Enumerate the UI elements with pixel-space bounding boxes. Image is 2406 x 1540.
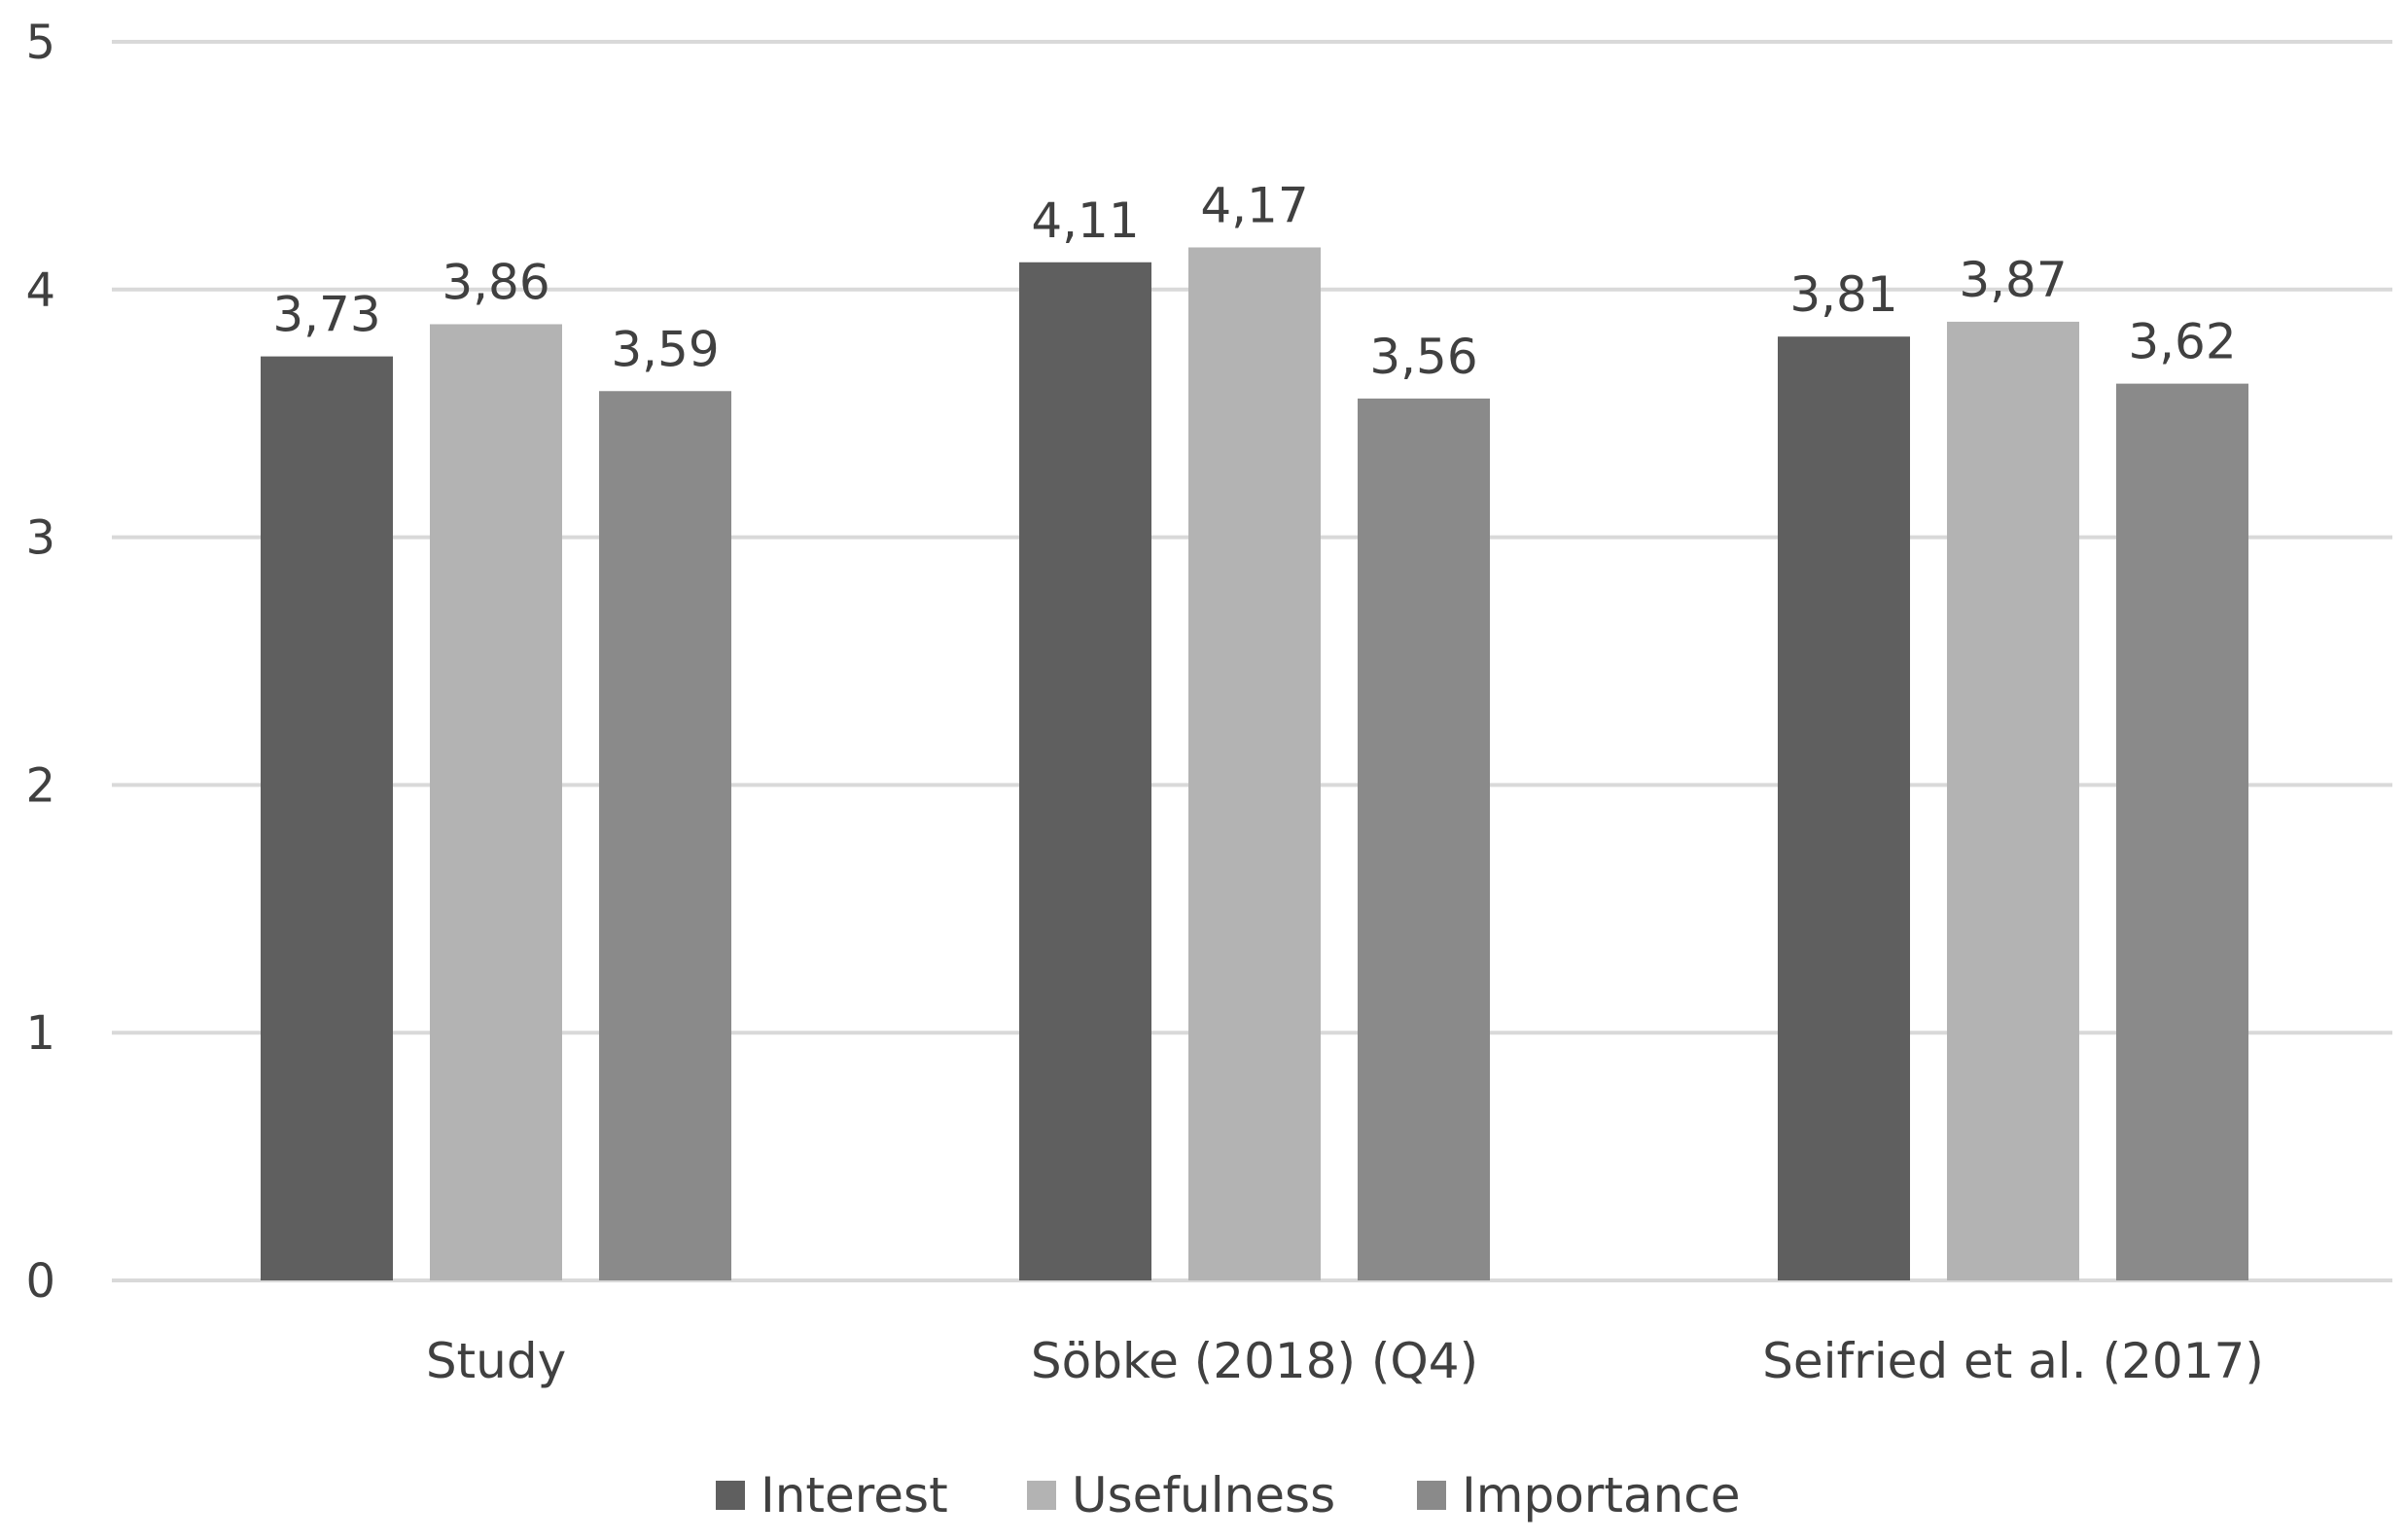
- legend-swatch-usefulness: [1027, 1481, 1056, 1510]
- y-tick-label: 5: [25, 16, 55, 70]
- data-label: 3,81: [1789, 266, 1897, 323]
- y-tick-label: 1: [25, 1006, 55, 1061]
- legend-label-usefulness: Usefulness: [1072, 1467, 1335, 1523]
- y-axis-tick-labels: 0 1 2 3 4 5: [25, 16, 55, 1309]
- bar-interest: [261, 356, 393, 1280]
- data-label: 3,86: [442, 254, 549, 310]
- y-tick-label: 3: [25, 511, 55, 566]
- x-category-label: Seifried et al. (2017): [1762, 1333, 2264, 1389]
- legend-label-interest: Interest: [761, 1467, 948, 1523]
- x-axis-category-labels: Study Söbke (2018) (Q4) Seifried et al. (2…: [426, 1333, 2264, 1389]
- bar-importance: [1358, 398, 1490, 1280]
- data-labels: 3,73 3,86 3,59 4,11 4,17 3,56 3,81 3,87 3,62: [272, 177, 2236, 384]
- data-label: 4,17: [1200, 177, 1308, 233]
- data-label: 3,87: [1959, 252, 2067, 308]
- y-tick-label: 4: [25, 263, 55, 318]
- y-tick-label: 2: [25, 758, 55, 813]
- legend-swatch-interest: [716, 1481, 745, 1510]
- bar-usefulness: [430, 324, 562, 1280]
- bars: [261, 247, 2248, 1281]
- x-category-label: Söbke (2018) (Q4): [1031, 1333, 1478, 1389]
- data-label: 3,73: [272, 287, 380, 343]
- legend-swatch-importance: [1417, 1481, 1446, 1510]
- bar-usefulness: [1188, 247, 1321, 1280]
- data-label: 4,11: [1031, 192, 1139, 249]
- legend: Interest Usefulness Importance: [716, 1467, 1741, 1523]
- x-category-label: Study: [426, 1333, 566, 1389]
- bar-interest: [1019, 262, 1151, 1281]
- data-label: 3,62: [2128, 314, 2236, 370]
- bar-importance: [599, 391, 731, 1280]
- bar-usefulness: [1947, 321, 2079, 1280]
- bar-importance: [2116, 383, 2248, 1280]
- legend-label-importance: Importance: [1462, 1467, 1741, 1523]
- bar-interest: [1778, 336, 1910, 1280]
- data-label: 3,56: [1369, 329, 1477, 385]
- y-tick-label: 0: [25, 1254, 55, 1309]
- data-label: 3,59: [611, 321, 719, 377]
